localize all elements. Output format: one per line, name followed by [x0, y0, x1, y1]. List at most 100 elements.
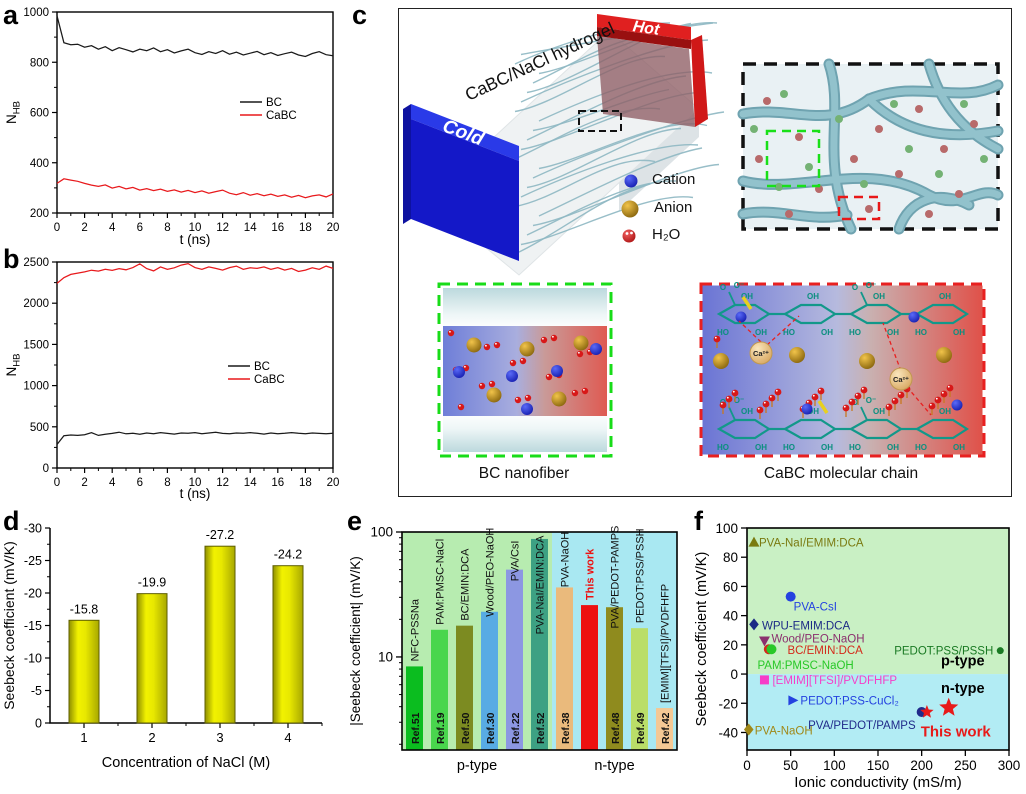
bar-ref-label: Ref.50 — [460, 712, 472, 744]
coordination-bond — [766, 315, 800, 346]
ion-dot — [780, 90, 788, 98]
inset-fiber — [739, 208, 851, 221]
bar-ref-label: Ref.38 — [560, 712, 572, 744]
water-dot — [763, 97, 771, 105]
hydroxyl-label: OH — [953, 328, 965, 337]
water-highlight — [449, 330, 451, 333]
water-highlight — [929, 403, 932, 406]
hydrogel-fiber — [520, 196, 694, 246]
water-molecule — [524, 394, 532, 402]
carboxyl-o-label: O — [852, 283, 858, 292]
water-highlight — [861, 387, 864, 390]
calcium-ion-label: Ca²⁺ — [753, 349, 769, 358]
x-tick-label: 14 — [244, 222, 257, 234]
water-dot — [795, 133, 803, 141]
bar-name-label: PAM:PMSC-NaCl — [435, 539, 447, 625]
panel-letter-e: e — [347, 506, 363, 536]
bar-name-label: PEDOT:PSS/PSSH — [635, 528, 647, 623]
carboxyl-o-label: O⁻ — [734, 396, 744, 405]
point-label-WPU-EMIM:DCA: WPU-EMIM:DCA — [762, 620, 850, 632]
inset-fiber — [739, 95, 873, 119]
cation-icon — [624, 174, 638, 188]
water-molecule — [897, 391, 905, 399]
x-tick-label: 0 — [54, 477, 60, 489]
water-highlight — [726, 396, 729, 399]
point-label-PVA-CsI: PVA-CsI — [794, 602, 837, 614]
zoom-target-rect — [578, 110, 622, 132]
water-molecule — [581, 387, 589, 395]
x-tick-label: 4 — [109, 222, 116, 234]
y-tick-label: 400 — [30, 158, 49, 170]
inset-fiber — [739, 174, 1002, 205]
cation-sphere — [951, 399, 963, 411]
water-molecule — [719, 401, 727, 409]
ion-motion-arrow — [817, 400, 829, 414]
point-Wood/PEO-NaOH — [758, 636, 770, 647]
y-tick-label: 600 — [30, 108, 49, 120]
water-highlight — [818, 388, 821, 391]
x-tick-label: 18 — [299, 477, 312, 489]
panel-letter-b: b — [3, 244, 20, 274]
water-molecule — [509, 359, 517, 367]
y-tick-label: 10 — [378, 649, 393, 664]
series-CaBC — [56, 262, 334, 284]
hydroxyl-label: OH — [741, 292, 753, 301]
water-highlight — [588, 349, 590, 352]
water-highlight — [757, 407, 760, 410]
water-highlight — [480, 383, 482, 386]
water-molecule — [774, 388, 782, 396]
hydrogel-fiber — [514, 183, 651, 255]
bar-name-label: PVA-NaI/EMIN:DCA — [535, 535, 547, 634]
bar-PVA/PEDOT-PAMPS — [606, 607, 623, 750]
bar-value-label: -19.9 — [138, 576, 167, 590]
water-highlight — [578, 351, 580, 354]
cation-sphere — [551, 365, 563, 377]
calcium-ion — [889, 367, 913, 391]
point-PVA-CsI — [785, 591, 796, 602]
water-molecule — [848, 398, 856, 406]
x-tick-label: 8 — [164, 477, 170, 489]
point-label-PVA/PEDOT/PAMPS: PVA/PEDOT/PAMPS — [808, 720, 916, 732]
y-axis-title: Seebeck coefficient (mV/K) — [694, 552, 710, 727]
y-tick-label: 100 — [715, 521, 738, 536]
hydrogel-fiber — [532, 163, 720, 227]
inset-fiber — [895, 193, 973, 233]
cation-sphere — [590, 343, 602, 355]
bc-fiber-bottom — [443, 416, 607, 452]
x-axis-title: Ionic conductivity (mS/m) — [794, 774, 962, 791]
anion-sphere — [551, 391, 567, 407]
bar-PEDOT:PSS/PSSH — [631, 628, 648, 750]
sugar-ring — [914, 303, 970, 325]
water-highlight — [775, 389, 778, 392]
bar-PVA-NaOH — [556, 587, 573, 750]
hot-block-top-edge — [597, 27, 691, 49]
x-tick-label: 250 — [954, 758, 977, 773]
carboxyl-o-label: O⁻ — [734, 281, 744, 290]
hydroxyl-label: OH — [741, 407, 753, 416]
x-tick-label: 100 — [823, 758, 846, 773]
panel-b-hydrogen-bond-chart: 0 500 1000 1500 2000 2500 0 2 4 6 8 10 12 14 16 18 20 t (… — [0, 250, 345, 501]
water-highlight — [898, 392, 901, 395]
point-label-PAM:PMSC-NaOH: PAM:PMSC-NaOH — [757, 660, 853, 672]
x-tick-label: 10 — [189, 477, 202, 489]
water-molecule — [514, 396, 522, 404]
carboxyl-o-label: O — [720, 283, 726, 292]
bar-ref-label: Ref.42 — [660, 712, 672, 744]
water-dot — [925, 210, 933, 218]
point-BC/EMIN:DCA — [766, 644, 777, 655]
y-tick-label: 1000 — [23, 7, 49, 19]
bar-name-label: [EMIM][TFSI]/PVDFHFP — [660, 584, 672, 703]
x-tick-label: 6 — [137, 477, 143, 489]
water-molecule — [860, 386, 868, 394]
hot-block-side — [691, 35, 708, 127]
water-dot — [785, 210, 793, 218]
legend-cation-label: Cation — [652, 171, 696, 188]
bar-NFC-PSSNa — [406, 666, 423, 750]
cation-sphere — [506, 370, 518, 382]
y-tick-label: -10 — [24, 652, 42, 666]
x-axis-title: t (ns) — [180, 232, 211, 247]
carboxyl-bond — [860, 291, 868, 306]
bar-name-label: PVA/PEDOT-PAMPS — [610, 526, 622, 629]
y-tick-label: 2000 — [23, 298, 49, 310]
hydroxyl-label: OH — [873, 292, 885, 301]
